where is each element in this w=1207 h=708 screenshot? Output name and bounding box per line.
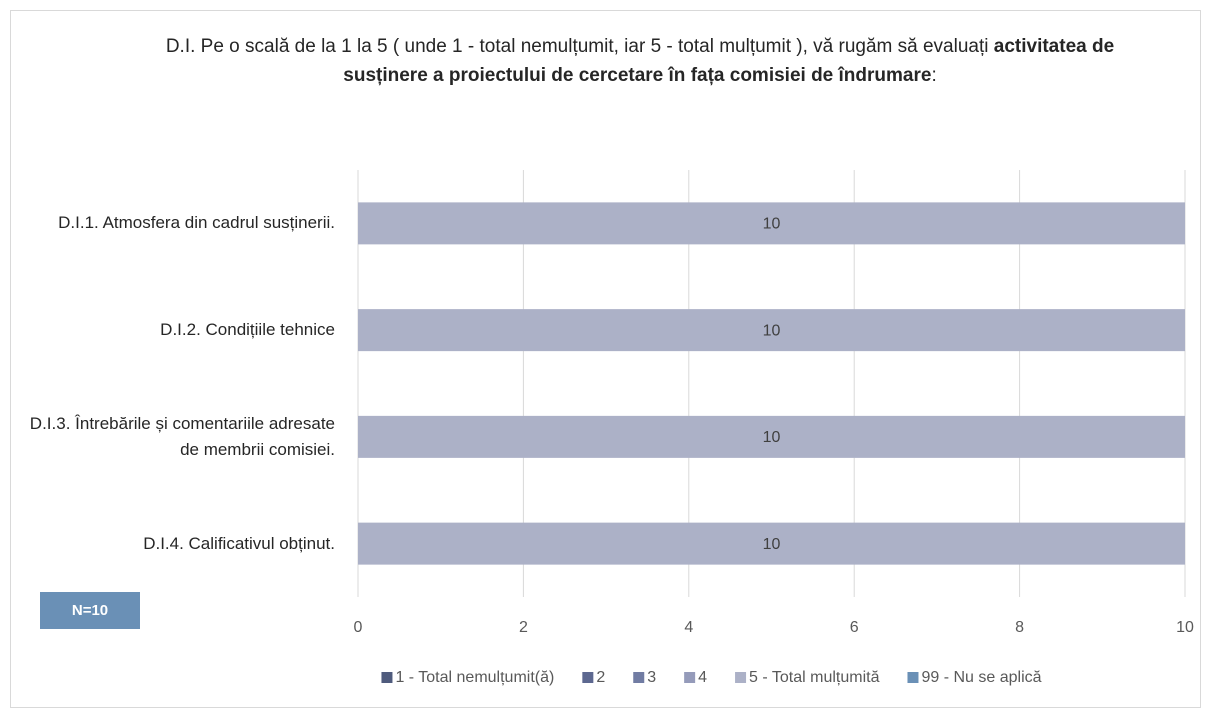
- legend-label: 5 - Total mulțumită: [749, 669, 880, 686]
- legend-swatch: [633, 672, 645, 683]
- bar: [358, 415, 1185, 458]
- title-part: :: [931, 65, 937, 86]
- frame: [10, 10, 1201, 708]
- title-part: D.I. Pe o scală de la 1 la 5 ( unde 1 - …: [165, 36, 994, 57]
- legend-swatch: [684, 672, 696, 683]
- data-label: 10: [763, 216, 781, 233]
- y-tick-label: D.I.1. Atmosfera din cadrul susținerii.: [58, 213, 335, 233]
- x-tick-label: 6: [850, 619, 859, 636]
- title-part: activitatea de susținere a proiectului d…: [343, 36, 1115, 86]
- bar: [358, 522, 1185, 565]
- x-tick-label: 10: [1176, 619, 1194, 636]
- bar: [358, 202, 1185, 245]
- data-label: 10: [763, 322, 781, 339]
- legend-label: 3: [647, 669, 656, 686]
- legend-label: 99 - Nu se aplică: [921, 669, 1041, 686]
- x-tick-label: 8: [1015, 619, 1024, 636]
- y-tick-label: D.I.3. Întrebările și comentariile adres…: [29, 413, 335, 459]
- data-label: 10: [763, 429, 781, 446]
- legend-swatch: [735, 672, 747, 683]
- x-tick-label: 4: [684, 619, 693, 636]
- legend-label: 1 - Total nemulțumit(ă): [395, 669, 554, 686]
- legend-label: 4: [698, 669, 707, 686]
- y-tick-label: D.I.4. Calificativul obținut.: [143, 533, 335, 553]
- bar: [358, 309, 1185, 352]
- annotation: N=10: [40, 592, 140, 629]
- legend-label: 2: [596, 669, 605, 686]
- legend-swatch: [381, 672, 393, 683]
- x-tick-label: 0: [354, 619, 363, 636]
- legend-swatch: [907, 672, 919, 683]
- data-label: 10: [763, 536, 781, 553]
- x-tick-label: 2: [519, 619, 528, 636]
- y-tick-label: D.I.2. Condițiile tehnice: [160, 320, 335, 340]
- legend-swatch: [582, 672, 594, 683]
- chart-title: D.I. Pe o scală de la 1 la 5 ( unde 1 - …: [150, 32, 1130, 90]
